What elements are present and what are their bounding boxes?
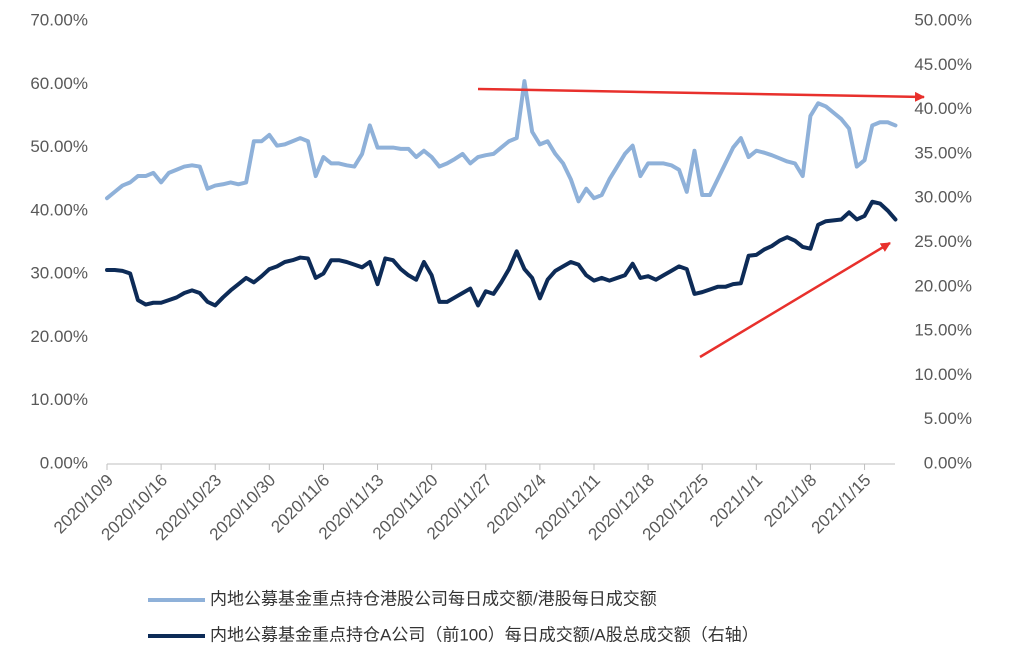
- y2-tick-label: 25.00%: [914, 232, 972, 251]
- y-tick-label: 50.00%: [30, 137, 88, 156]
- x-tick-label: 2021/1/1: [706, 471, 766, 531]
- y2-tick-label: 5.00%: [924, 409, 972, 428]
- x-tick-label: 2021/1/15: [808, 471, 875, 538]
- y-tick-label: 70.00%: [30, 10, 88, 29]
- y2-tick-label: 35.00%: [914, 143, 972, 162]
- y2-tick-label: 50.00%: [914, 10, 972, 29]
- annotation-arrow: [477, 87, 925, 102]
- y2-tick-label: 10.00%: [914, 365, 972, 384]
- y-tick-label: 0.00%: [40, 453, 88, 472]
- legend-text: 内地公募基金重点持仓港股公司每日成交额/港股每日成交额: [210, 589, 657, 608]
- annotation-arrow: [699, 241, 891, 359]
- y2-tick-label: 40.00%: [914, 99, 972, 118]
- y-tick-label: 30.00%: [30, 264, 88, 283]
- plot-area: 0.00% 10.00% 20.00% 30.00% 40.00% 50.00% 60.00…: [30, 10, 972, 644]
- y-tick-label: 20.00%: [30, 327, 88, 346]
- legend-text: 内地公募基金重点持仓A公司（前100）每日成交额/A股总成交额（右轴）: [210, 625, 759, 644]
- series-line: [105, 79, 898, 204]
- y-tick-label: 10.00%: [30, 390, 88, 409]
- y2-tick-label: 0.00%: [924, 453, 972, 472]
- y-tick-label: 40.00%: [30, 200, 88, 219]
- y2-tick-label: 15.00%: [914, 321, 972, 340]
- y2-tick-label: 20.00%: [914, 276, 972, 295]
- y-tick-label: 60.00%: [30, 74, 88, 93]
- y2-tick-label: 30.00%: [914, 188, 972, 207]
- y2-tick-label: 45.00%: [914, 55, 972, 74]
- series-line: [105, 199, 898, 308]
